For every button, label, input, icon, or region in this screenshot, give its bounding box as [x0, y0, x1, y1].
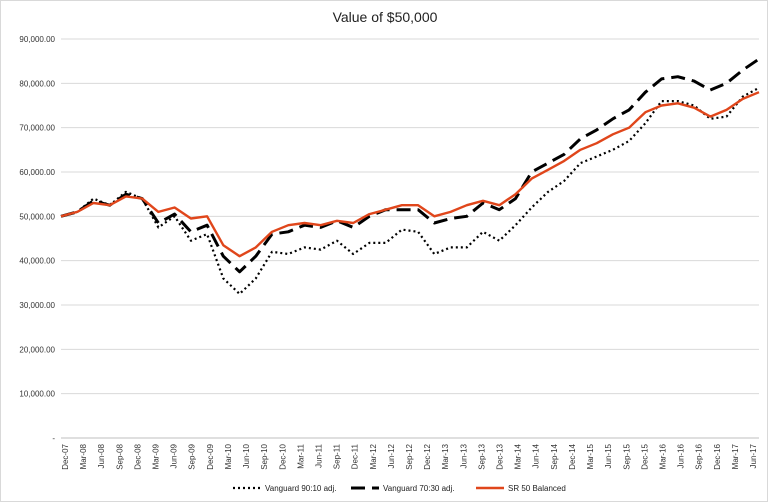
legend-label: Vanguard 70:30 adj. [383, 484, 454, 493]
x-tick-label: Jun-12 [387, 443, 396, 468]
x-tick-label: Sep-15 [622, 443, 631, 469]
y-tick-label: - [52, 434, 55, 443]
x-tick-label: Sep-12 [405, 443, 414, 469]
series-line [60, 91, 760, 258]
x-tick-label: Dec-14 [568, 443, 577, 469]
series-line [60, 57, 760, 274]
y-tick-label: 20,000.00 [19, 345, 55, 354]
chart-title: Value of $50,000 [332, 9, 438, 25]
y-tick-label: 10,000.00 [19, 390, 55, 399]
y-tick-label: 90,000.00 [19, 35, 55, 44]
x-tick-label: Dec-10 [278, 443, 287, 469]
x-tick-label: Mar-08 [79, 443, 88, 469]
x-tick-label: Mar-17 [731, 443, 740, 469]
x-tick-label: Jun-15 [604, 443, 613, 468]
x-tick-label: Jun-08 [97, 443, 106, 468]
x-tick-label: Dec-13 [496, 443, 505, 469]
series-line [60, 86, 760, 295]
y-tick-label: 50,000.00 [19, 212, 55, 221]
x-tick-label: Dec-08 [133, 443, 142, 469]
y-tick-label: 70,000.00 [19, 124, 55, 133]
y-tick-label: 40,000.00 [19, 257, 55, 266]
x-tick-label: Dec-16 [713, 443, 722, 469]
x-tick-label: Jun-16 [677, 443, 686, 468]
y-tick-label: 60,000.00 [19, 168, 55, 177]
x-tick-label: Dec-07 [61, 443, 70, 469]
x-tick-label: Jun-13 [459, 443, 468, 468]
x-tick-label: Sep-14 [550, 443, 559, 469]
x-tick-label: Mar-10 [224, 443, 233, 469]
x-tick-label: Sep-11 [333, 443, 342, 469]
legend-label: Vanguard 90:10 adj. [265, 484, 336, 493]
x-tick-label: Mar-12 [369, 443, 378, 469]
x-tick-label: Mar-16 [658, 443, 667, 469]
x-tick-label: Mar-09 [152, 443, 161, 469]
x-tick-label: Mar-11 [296, 443, 305, 468]
x-tick-label: Dec-15 [640, 443, 649, 469]
x-tick-label: Sep-10 [260, 443, 269, 469]
x-tick-label: Jun-14 [532, 443, 541, 468]
x-tick-label: Mar-13 [441, 443, 450, 469]
x-tick-label: Dec-09 [206, 443, 215, 469]
x-tick-label: Jun-17 [749, 443, 758, 468]
y-tick-label: 80,000.00 [19, 79, 55, 88]
x-tick-label: Dec-12 [423, 443, 432, 469]
x-tick-label: Dec-11 [351, 443, 360, 469]
x-tick-label: Sep-09 [188, 443, 197, 469]
y-tick-label: 30,000.00 [19, 301, 55, 310]
x-tick-label: Sep-08 [115, 443, 124, 469]
x-tick-label: Jun-09 [170, 443, 179, 468]
legend-label: SR 50 Balanced [508, 484, 566, 493]
x-tick-label: Jun-10 [242, 443, 251, 468]
x-tick-label: Mar-15 [586, 443, 595, 469]
x-tick-label: Sep-16 [695, 443, 704, 469]
x-tick-label: Jun-11 [314, 443, 323, 467]
x-tick-label: Mar-14 [514, 443, 523, 469]
x-tick-label: Sep-13 [477, 443, 486, 469]
